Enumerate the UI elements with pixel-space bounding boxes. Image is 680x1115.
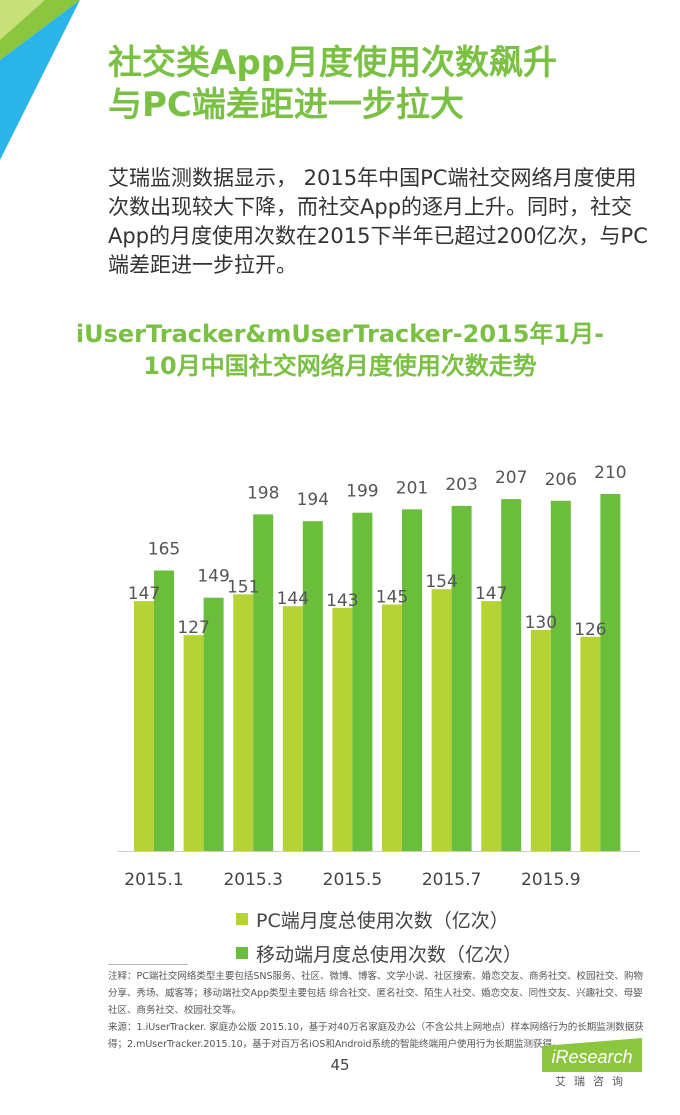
legend-swatch-pc [236,913,248,925]
data-label-pc-2015.10: 126 [574,620,606,640]
data-label-mobile-2015.1: 165 [148,540,180,560]
bar-pc-2015.2 [183,635,204,851]
bar-mobile-2015.5 [352,512,373,851]
bar-mobile-2015.6 [402,509,422,851]
legend-item-mobile: 移动端月度总使用次数（亿次） [236,936,522,970]
bar-pc-2015.6 [382,604,402,851]
bar-pc-2015.8 [481,601,502,851]
bar-pc-2015.7 [431,589,452,851]
bar-pc-2015.1 [134,601,154,851]
x-tick-label-2015.7: 2015.7 [422,870,481,890]
notes-divider [108,964,188,965]
corner-decoration [0,0,80,160]
bar-mobile-2015.2 [203,597,224,851]
legend-swatch-mobile [236,947,248,959]
bar-pc-2015.3 [233,594,254,851]
bar-mobile-2015.10 [600,494,621,851]
data-label-mobile-2015.10: 210 [594,463,626,483]
logo-brand-text: iResearch [551,1047,632,1067]
bar-mobile-2015.8 [501,499,522,851]
data-label-pc-2015.9: 130 [525,613,557,633]
legend-label-pc: PC端月度总使用次数（亿次） [256,909,509,932]
chart-title-line-1: iUserTracker&mUserTracker-2015年1月- [75,320,605,348]
data-label-pc-2015.7: 154 [425,572,457,592]
bar-pc-2015.10 [580,636,601,851]
notes-annotation: 注释：PC端社交网络类型主要包括SNS服务、社区、微博、博客、文学小说、社区搜索… [108,971,644,1016]
bar-mobile-2015.1 [154,570,174,851]
bar-mobile-2015.4 [302,521,323,851]
iresearch-logo: iResearch [542,1038,642,1072]
x-tick-label-2015.3: 2015.3 [223,870,282,890]
x-tick-label-2015.9: 2015.9 [521,870,580,890]
bar-mobile-2015.3 [253,514,274,851]
chart-title-line-2: 10月中国社交网络月度使用次数走势 [143,352,537,380]
page-headline: 社交类App月度使用次数飙升 与PC端差距进一步拉大 [108,42,668,126]
data-label-mobile-2015.7: 203 [445,475,477,495]
summary-text: 艾瑞监测数据显示， 2015年中国PC端社交网络月度使用次数出现较大下降，而社交… [108,166,648,277]
data-label-mobile-2015.9: 206 [545,470,577,490]
data-label-mobile-2015.3: 198 [247,483,279,503]
bar-pc-2015.5 [332,607,353,851]
data-label-pc-2015.6: 145 [376,588,408,608]
notes-source: 来源：1.iUserTracker. 家庭办公版 2015.10，基于对40万名… [108,1022,644,1050]
data-label-pc-2015.5: 143 [326,591,358,611]
data-label-pc-2015.1: 147 [128,584,160,604]
x-tick-label-2015.1: 2015.1 [124,870,183,890]
bar-pc-2015.4 [282,606,303,851]
data-label-mobile-2015.5: 199 [346,482,378,502]
data-label-pc-2015.8: 147 [475,584,507,604]
bar-pc-2015.9 [530,630,551,851]
data-label-pc-2015.2: 127 [177,618,209,638]
legend-item-pc: PC端月度总使用次数（亿次） [236,902,522,936]
headline-line-1: 社交类App月度使用次数飙升 [108,43,557,83]
data-label-pc-2015.3: 151 [227,577,259,597]
chart-notes: 注释：PC端社交网络类型主要包括SNS服务、社区、微博、博客、文学小说、社区搜索… [108,968,648,1053]
x-tick-label-2015.5: 2015.5 [323,870,382,890]
chart-title: iUserTracker&mUserTracker-2015年1月- 10月中国… [30,318,650,382]
data-label-mobile-2015.2: 149 [197,567,229,587]
data-label-pc-2015.4: 144 [277,589,309,609]
data-label-mobile-2015.6: 201 [396,478,428,498]
chart-legend: PC端月度总使用次数（亿次） 移动端月度总使用次数（亿次） [236,902,522,970]
data-label-mobile-2015.4: 194 [297,490,329,510]
headline-line-2: 与PC端差距进一步拉大 [108,85,464,125]
bar-mobile-2015.9 [550,500,571,851]
data-label-mobile-2015.8: 207 [495,468,527,488]
bar-mobile-2015.7 [451,505,472,851]
page-number: 45 [330,1056,350,1074]
legend-label-mobile: 移动端月度总使用次数（亿次） [256,943,523,966]
logo-cn-text: 艾瑞咨询 [555,1075,631,1088]
